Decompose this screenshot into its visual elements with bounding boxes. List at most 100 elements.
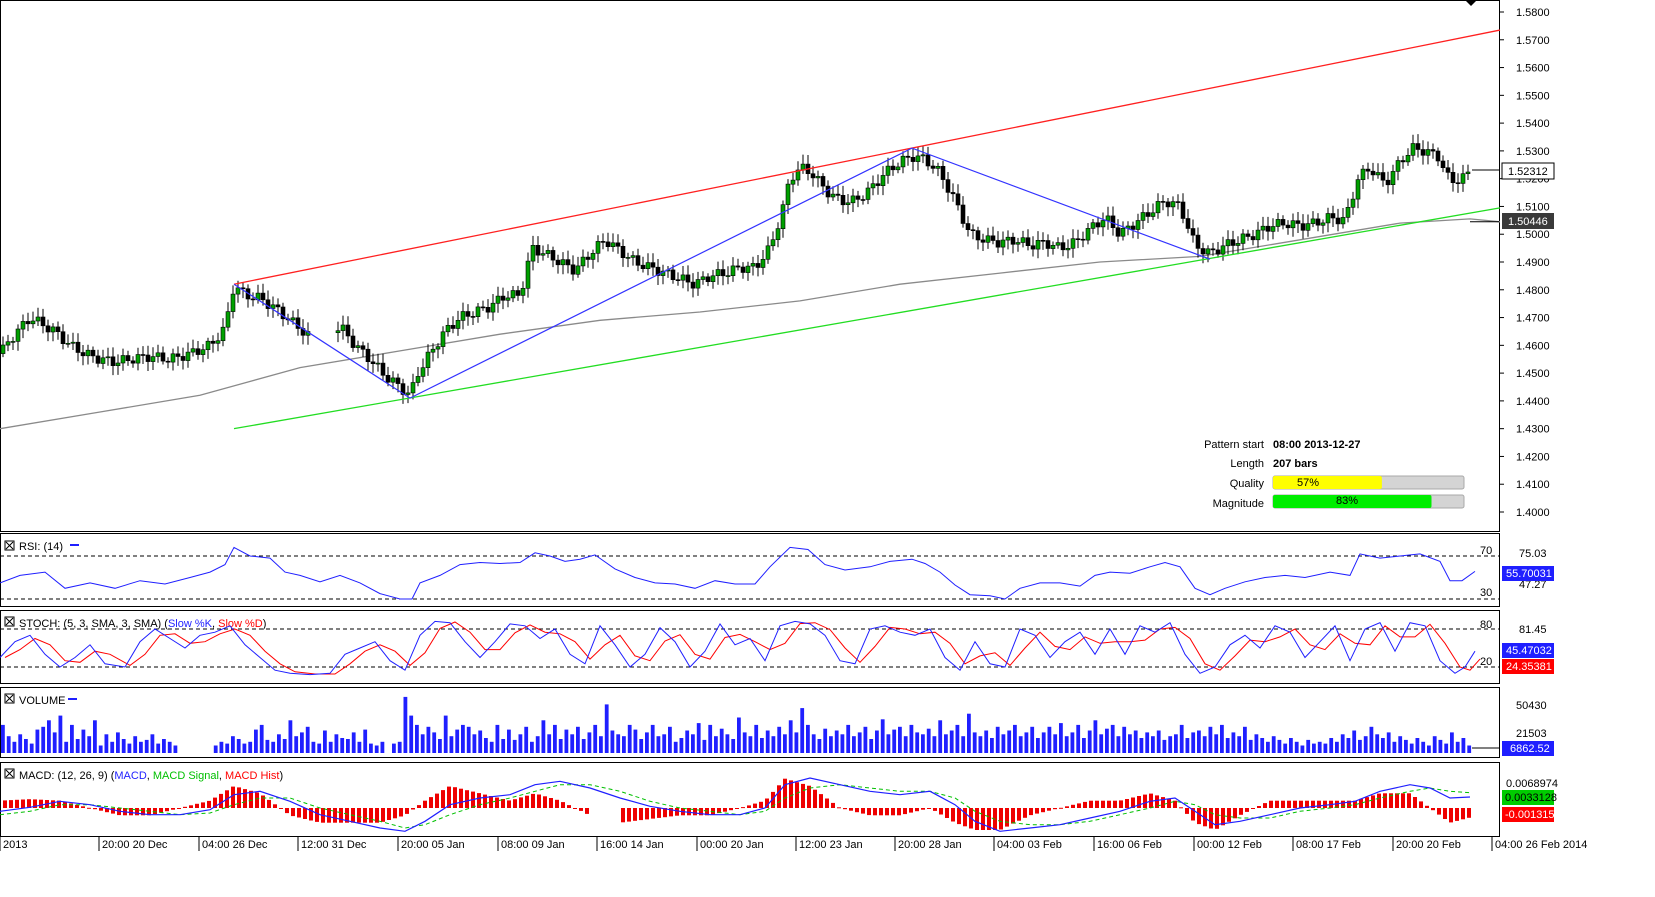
candle-body xyxy=(335,330,341,334)
candle-body xyxy=(1370,170,1376,176)
macd-hist-bar xyxy=(1287,800,1291,808)
macd-hist-bar xyxy=(963,808,967,827)
macd-hist-bar xyxy=(951,808,955,822)
candle-body xyxy=(1120,228,1126,237)
macd-hist-bar xyxy=(759,801,763,808)
volume-bar xyxy=(1064,736,1069,753)
volume-bar xyxy=(915,732,920,753)
volume-bar xyxy=(415,724,419,753)
macd-hist-bar xyxy=(1371,795,1375,808)
volume-bar xyxy=(777,726,782,753)
candle-body xyxy=(1420,149,1426,156)
candle-body xyxy=(425,351,431,369)
volume-bar xyxy=(277,734,281,753)
candle-body xyxy=(45,325,51,333)
volume-bar xyxy=(955,724,960,753)
volume-panel: VOLUME 50430 21503 6862.52 xyxy=(0,687,1554,758)
candle-body xyxy=(385,374,391,383)
macd-hist-bar xyxy=(579,808,583,811)
candle-body xyxy=(365,348,371,363)
candle-body xyxy=(190,348,196,353)
macd-hist-bar xyxy=(789,780,793,808)
macd-hist-bar xyxy=(525,795,529,808)
candle-body xyxy=(850,195,856,204)
candle-body xyxy=(525,260,531,289)
candle-body xyxy=(720,269,726,277)
volume-bar xyxy=(489,741,494,753)
candle-body xyxy=(650,262,656,268)
macd-hist-bar xyxy=(1047,808,1051,811)
time-tick-label: 20:00 28 Jan xyxy=(898,839,962,851)
price-tick-label: 1.5300 xyxy=(1516,146,1550,158)
stoch-k-current: 45.47032 xyxy=(1506,645,1552,657)
macd-hist-bar xyxy=(1119,800,1123,808)
macd-hist-bar xyxy=(1281,800,1285,808)
candle-body xyxy=(40,316,46,327)
candle-body xyxy=(1460,173,1466,184)
volume-bar xyxy=(1225,738,1230,753)
macd-hist-bar xyxy=(1395,793,1399,808)
volume-bar xyxy=(1024,732,1029,753)
ma-value-box: 1.50446 xyxy=(1502,213,1554,229)
candle-body xyxy=(920,154,926,157)
macd-hist-bar xyxy=(69,803,73,808)
stoch-level-20-label: 20 xyxy=(1480,656,1492,668)
rsi-path xyxy=(0,546,1476,600)
volume-bar xyxy=(909,724,914,753)
volume-bar xyxy=(133,736,138,753)
macd-hist-bar xyxy=(195,803,199,808)
macd-hist-bar xyxy=(243,789,247,808)
ma-value-label: 1.50446 xyxy=(1508,216,1548,228)
volume-bar xyxy=(409,715,414,753)
volume-bar xyxy=(305,726,310,753)
volume-bar xyxy=(98,745,103,753)
candle-body xyxy=(1325,213,1331,224)
candle-body xyxy=(865,187,871,200)
volume-bar xyxy=(806,724,810,753)
candle-body xyxy=(125,355,131,361)
volume-bar xyxy=(6,736,11,753)
candle-body xyxy=(755,263,761,268)
candle-body xyxy=(1045,240,1051,249)
macd-hist-bar xyxy=(111,808,115,814)
price-tick-label: 1.4100 xyxy=(1516,479,1550,491)
candle-body xyxy=(85,349,91,357)
macd-hist-bar xyxy=(1449,808,1453,823)
candle-body xyxy=(1275,219,1281,227)
macd-hist-bar xyxy=(417,805,421,808)
candle-body xyxy=(610,242,616,248)
volume-bar xyxy=(990,738,994,753)
macd-hist-bar xyxy=(981,808,985,830)
candle-body xyxy=(1295,220,1301,224)
volume-bar xyxy=(484,738,488,753)
candle-body xyxy=(445,324,451,333)
volume-bar xyxy=(587,732,592,753)
candle-body xyxy=(295,317,301,329)
macd-hist-bar xyxy=(801,783,805,808)
candle-body xyxy=(635,255,641,266)
rsi-axis-mid: 47.27 xyxy=(1519,579,1547,591)
candle-body xyxy=(545,250,551,254)
volume-bar xyxy=(35,729,40,753)
price-tick-label: 1.4500 xyxy=(1516,368,1550,380)
candle-body xyxy=(235,287,241,295)
volume-bar xyxy=(231,736,235,753)
candle-body xyxy=(410,382,416,394)
volume-bar xyxy=(1358,739,1362,753)
volume-bar xyxy=(1467,745,1472,753)
volume-bar xyxy=(24,739,28,753)
macd-hist-bar xyxy=(585,808,589,814)
volume-bar xyxy=(691,734,695,753)
candle-body xyxy=(1215,249,1221,255)
volume-bar xyxy=(1116,736,1121,753)
macd-hist-bar xyxy=(165,808,169,812)
volume-bar xyxy=(938,720,943,753)
candle-body xyxy=(1235,243,1241,246)
macd-hist-bar xyxy=(1311,800,1315,808)
macd-hist-bar xyxy=(1173,800,1177,808)
rsi-panel: 70 30 RSI: (14) 75.03 47.27 55.70031 xyxy=(0,533,1554,607)
candle-body xyxy=(1435,150,1441,162)
candle-body xyxy=(705,276,711,282)
price-tick-label: 1.5500 xyxy=(1516,90,1550,102)
macd-hist-current: -0.0013155 xyxy=(1505,809,1561,821)
